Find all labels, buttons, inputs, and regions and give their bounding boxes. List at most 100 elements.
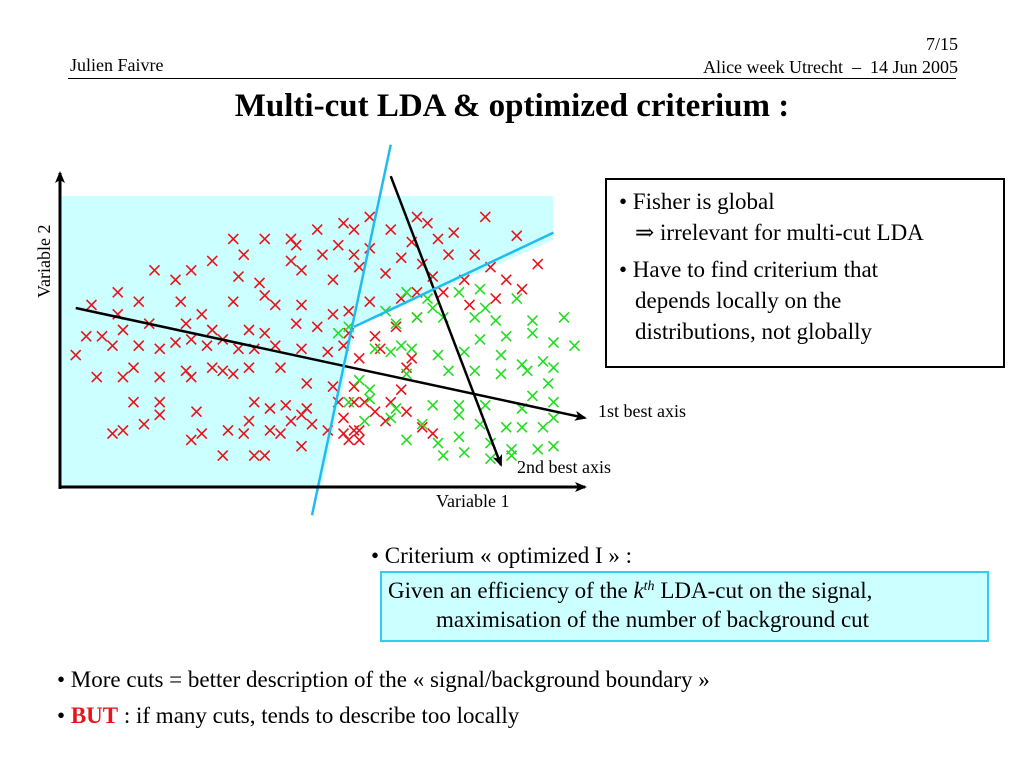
page-number: 7/15 xyxy=(925,34,958,54)
background-point xyxy=(337,412,350,424)
signal-point xyxy=(390,402,402,415)
signal-point xyxy=(532,443,544,455)
background-point xyxy=(91,371,103,383)
fisher-bullet-1: • Fisher is global xyxy=(619,189,775,214)
signal-point xyxy=(427,302,439,314)
background-point xyxy=(117,424,129,437)
fisher-bullet-1-sub: ⇒ irrelevant for multi-cut LDA xyxy=(635,220,924,245)
author-name: Julien Faivre xyxy=(70,55,164,75)
fisher-note-box: • Fisher is global ⇒ irrelevant for mult… xyxy=(605,178,1005,368)
bottom-bullet-2-rest: : if many cuts, tends to describe too lo… xyxy=(118,703,520,728)
background-point xyxy=(369,330,381,342)
bottom-bullet-2: • BUT : if many cuts, tends to describe … xyxy=(57,703,519,729)
signal-point xyxy=(547,440,560,452)
signal-point xyxy=(353,374,365,386)
signal-point xyxy=(495,349,507,361)
y-axis-label: Variable 2 xyxy=(34,225,54,298)
background-point xyxy=(369,406,381,418)
background-point xyxy=(353,261,365,273)
background-point xyxy=(490,293,502,305)
background-point xyxy=(227,296,239,308)
signal-point xyxy=(416,418,428,430)
background-point xyxy=(469,249,481,261)
signal-point xyxy=(558,311,570,324)
background-point xyxy=(259,289,271,302)
background-point xyxy=(532,258,544,270)
first-best-axis-label: 1st best axis xyxy=(598,401,686,421)
background-point xyxy=(206,362,218,374)
background-point xyxy=(238,249,250,261)
background-point xyxy=(80,330,92,342)
signal-point xyxy=(385,346,397,358)
background-point xyxy=(290,318,302,330)
signal-point xyxy=(484,453,497,465)
background-point xyxy=(390,321,402,333)
background-point xyxy=(295,343,308,355)
background-point xyxy=(206,324,218,336)
background-point xyxy=(479,211,491,223)
background-point xyxy=(127,362,140,374)
background-point xyxy=(463,299,476,311)
background-point xyxy=(243,362,255,374)
background-point xyxy=(322,346,334,358)
signal-point xyxy=(490,315,502,327)
background-point xyxy=(364,211,376,223)
background-point xyxy=(217,450,229,462)
background-point xyxy=(222,424,234,437)
background-point xyxy=(353,352,365,364)
background-point xyxy=(343,305,355,317)
background-point xyxy=(348,223,360,236)
background-point xyxy=(516,283,528,295)
signal-point xyxy=(427,399,439,411)
signal-point xyxy=(516,421,528,433)
background-point xyxy=(154,396,166,408)
background-point xyxy=(185,434,197,446)
signal-point xyxy=(453,409,465,421)
background-point xyxy=(185,371,197,383)
background-point xyxy=(285,255,297,267)
background-point xyxy=(112,286,124,298)
criterium-definition-box: Given an efficiency of the kth LDA-cut o… xyxy=(380,571,989,642)
background-point xyxy=(248,396,260,408)
background-point xyxy=(259,233,271,245)
signal-point xyxy=(432,437,444,449)
criterium-label: • Criterium « optimized I » : xyxy=(371,543,633,568)
criterium-line-2: maximisation of the number of background… xyxy=(436,607,870,632)
points-layer xyxy=(70,211,581,465)
signal-point xyxy=(547,396,560,408)
background-point xyxy=(348,249,360,261)
signal-point xyxy=(511,293,523,305)
background-point xyxy=(400,406,413,418)
signal-point xyxy=(542,377,554,389)
second-best-axis-label: 2nd best axis xyxy=(517,457,611,477)
signal-point xyxy=(390,318,402,330)
signal-point xyxy=(479,302,491,314)
background-point xyxy=(327,308,339,320)
signal-point xyxy=(537,355,549,367)
signal-point xyxy=(358,415,371,427)
signal-point xyxy=(432,349,444,361)
criterium-superscript: th xyxy=(643,579,655,594)
background-point xyxy=(295,299,308,311)
cut-2-line xyxy=(353,231,555,328)
background-point xyxy=(358,396,371,408)
background-point xyxy=(395,252,407,264)
signal-point xyxy=(458,446,470,459)
signal-point xyxy=(421,293,434,305)
background-point xyxy=(379,267,392,280)
background-point xyxy=(133,340,145,352)
background-point xyxy=(343,434,355,446)
background-point xyxy=(374,343,386,355)
background-point xyxy=(85,299,98,311)
signal-point xyxy=(406,343,418,355)
signal-point xyxy=(469,311,481,324)
background-point xyxy=(353,434,365,446)
background-point xyxy=(421,217,434,229)
background-point xyxy=(232,343,245,355)
signal-point xyxy=(505,450,518,462)
background-point xyxy=(138,418,150,430)
background-point xyxy=(196,308,208,320)
background-point xyxy=(290,239,302,251)
signal-point xyxy=(364,384,376,396)
